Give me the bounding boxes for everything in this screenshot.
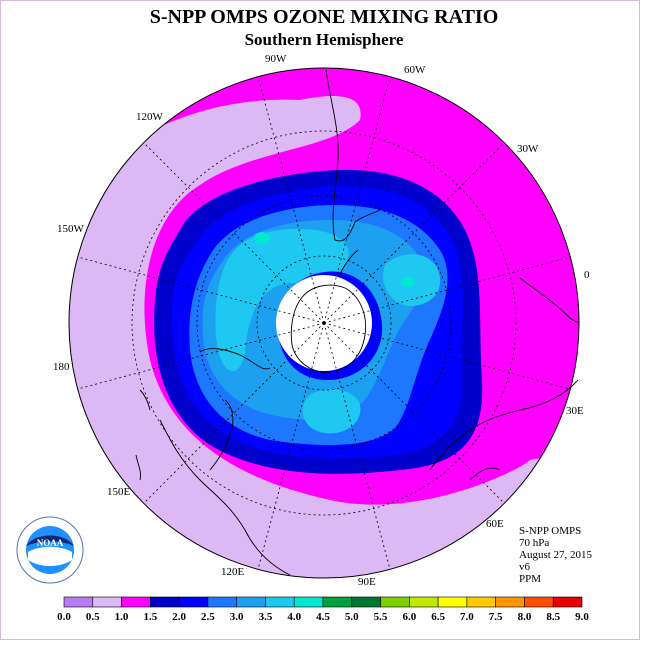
colorbar-tick-label: 2.0	[172, 611, 186, 623]
lon-label-90e: 90E	[358, 576, 376, 588]
coast-africa	[429, 379, 579, 471]
colorbar-swatch	[178, 596, 209, 608]
coast-antarctica	[290, 284, 367, 373]
band-4-0-4-5	[254, 232, 270, 244]
lon-label-60w: 60W	[404, 64, 426, 76]
colorbar-swatch	[63, 596, 94, 608]
latitude-circle-1	[256, 255, 392, 391]
colorbar-tick-label: 0.5	[86, 611, 100, 623]
lon-label-30e: 30E	[566, 405, 584, 417]
lon-label-90w: 90W	[265, 53, 287, 65]
colorbar-swatch	[495, 596, 525, 608]
noaa-logo-text: NOAA	[37, 538, 64, 548]
colorbar-tick-label: 6.0	[402, 611, 416, 623]
colorbar-tick-label: 0.0	[57, 611, 71, 623]
colorbar-tick-label: 1.5	[143, 611, 157, 623]
coast-south-america	[325, 69, 356, 242]
colorbar-tick-label: 4.5	[316, 611, 330, 623]
south-pole-dot	[322, 321, 326, 325]
coast-indonesia	[159, 419, 291, 576]
lon-label-150e: 150E	[107, 486, 131, 498]
colorbar-swatch	[322, 596, 353, 608]
colorbar-swatch	[552, 596, 583, 608]
colorbar-tick-label: 7.0	[460, 611, 474, 623]
noaa-logo: NOAA	[16, 516, 84, 584]
colorbar-tick-label: 5.0	[345, 611, 359, 623]
colorbar-tick-label: 3.0	[230, 611, 244, 623]
map-title: S-NPP OMPS OZONE MIXING RATIO	[149, 6, 499, 28]
info-block: S-NPP OMPS 70 hPa August 27, 2015 v6 PPM	[519, 525, 592, 585]
colorbar-swatch	[466, 596, 496, 608]
info-units: PPM	[519, 573, 542, 585]
colorbar-tick-label: 8.5	[546, 611, 560, 623]
colorbar-swatch	[150, 596, 180, 608]
colorbar-tick-label: 2.5	[201, 611, 215, 623]
colorbar-swatch	[351, 596, 381, 608]
latitude-circle-2	[196, 195, 452, 451]
colorbar-tick-label: 4.0	[287, 611, 301, 623]
colorbar: 0.0 0.5 1.0 1.5 2.0 2.5 3.0 3.5 4.0 4.5 5.0 5.5 6.0 6…	[57, 596, 589, 623]
info-level: 70 hPa	[519, 537, 550, 549]
lon-label-180: 180	[53, 361, 70, 373]
colorbar-swatch	[437, 596, 468, 608]
info-instrument: S-NPP OMPS	[519, 525, 582, 537]
colorbar-swatch	[236, 596, 266, 608]
lon-label-60e: 60E	[486, 518, 504, 530]
colorbar-tick-label: 1.0	[115, 611, 129, 623]
lon-label-120e: 120E	[221, 566, 245, 578]
band-0-5-1-0	[69, 96, 568, 578]
lon-label-120w: 120W	[136, 111, 164, 123]
colorbar-tick-label: 3.5	[259, 611, 273, 623]
colorbar-swatch	[293, 596, 324, 608]
map-subtitle: Southern Hemisphere	[244, 30, 404, 49]
colorbar-swatch	[409, 596, 439, 608]
colorbar-swatch	[207, 596, 237, 608]
colorbar-tick-label: 8.0	[518, 611, 532, 623]
graticule	[77, 76, 571, 570]
colorbar-tick-label: 6.5	[431, 611, 445, 623]
colorbar-swatch	[121, 596, 151, 608]
band-3-5-4-0-south	[302, 389, 361, 434]
info-date: August 27, 2015	[519, 549, 593, 561]
colorbar-tick-label: 5.5	[374, 611, 388, 623]
colorbar-tick-label: 7.5	[489, 611, 503, 623]
colorbar-swatch	[265, 596, 295, 608]
info-version: v6	[519, 561, 530, 573]
lon-label-30w: 30W	[517, 143, 539, 155]
coastlines	[135, 69, 580, 576]
band-4-0-4-5-east	[401, 277, 415, 287]
globe-outline	[68, 67, 580, 579]
colorbar-tick-label: 9.0	[575, 611, 589, 623]
colorbar-swatch	[524, 596, 554, 608]
figure-frame	[0, 0, 640, 640]
colorbar-swatch	[380, 596, 410, 608]
latitude-circle-3	[131, 130, 517, 516]
band-3-5-4-0	[215, 228, 349, 372]
lon-label-150w: 150W	[57, 223, 85, 235]
lon-label-0: 0	[584, 269, 590, 281]
coast-australia	[199, 348, 271, 370]
colorbar-swatch	[92, 596, 122, 608]
longitude-labels: 90W 60W 30W 0 30E 60E 90E 120E 150E 180 …	[53, 53, 590, 588]
